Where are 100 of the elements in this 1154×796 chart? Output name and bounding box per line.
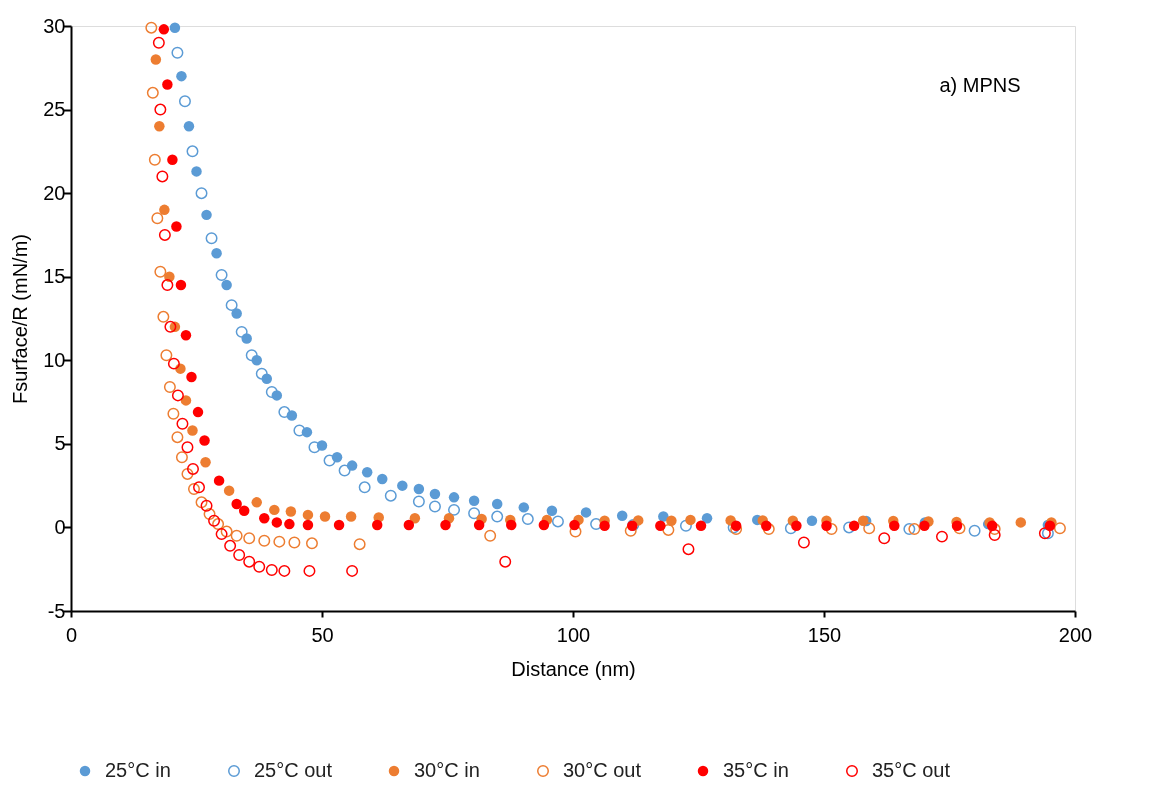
point (171, 46, 184, 59)
point (265, 386, 278, 399)
point (171, 221, 182, 232)
point (152, 36, 165, 49)
point (682, 543, 695, 556)
point (213, 475, 225, 486)
point (499, 555, 512, 568)
y-tick-label: 20 (43, 181, 66, 204)
point (518, 502, 530, 513)
point (303, 564, 316, 577)
y-tick-label: 10 (43, 348, 66, 371)
point (231, 498, 242, 510)
point (238, 505, 250, 516)
point (183, 121, 195, 132)
point (1015, 517, 1027, 528)
point (154, 121, 165, 132)
point (323, 454, 336, 467)
point (791, 520, 802, 531)
point (273, 535, 286, 548)
point (968, 524, 981, 537)
point (154, 265, 167, 278)
point (158, 228, 171, 241)
point (491, 498, 503, 510)
point (205, 232, 218, 245)
point (345, 511, 357, 522)
point (616, 510, 628, 521)
point (333, 519, 345, 531)
point (403, 519, 415, 531)
point (409, 513, 421, 524)
y-axis-title: Fsurface/R (mN/m) (9, 234, 32, 404)
y-tick-label: 5 (54, 432, 66, 455)
point (211, 248, 222, 259)
point (685, 514, 696, 526)
point (161, 279, 174, 292)
y-tick-label: 15 (43, 265, 66, 288)
point (259, 513, 270, 524)
point (285, 506, 297, 517)
point (448, 492, 460, 503)
point (169, 22, 181, 33)
point (193, 481, 205, 494)
point (353, 538, 366, 551)
point (148, 153, 161, 166)
point (175, 279, 187, 291)
point (200, 457, 211, 468)
legend-label: 25°C in (105, 759, 171, 781)
point (186, 145, 199, 158)
point (176, 417, 189, 430)
point (384, 489, 397, 502)
point (935, 530, 948, 543)
point (412, 495, 425, 508)
point (546, 505, 558, 516)
point (167, 154, 178, 165)
point (181, 441, 194, 454)
point (212, 518, 225, 531)
point (167, 357, 180, 370)
point (491, 510, 504, 523)
x-tick-label: 50 (311, 623, 334, 646)
point (319, 511, 331, 522)
point (1053, 522, 1066, 535)
y-tick-label: 30 (43, 14, 66, 37)
point (195, 496, 208, 509)
point (158, 24, 170, 35)
x-axis-title: Distance (nm) (511, 657, 636, 680)
point (448, 503, 461, 516)
y-tick-label: 25 (43, 98, 66, 121)
point (150, 54, 162, 65)
point (821, 520, 832, 531)
point (284, 518, 295, 530)
y-tick-label: 0 (54, 515, 66, 538)
point (428, 500, 441, 513)
point (258, 534, 271, 547)
point (187, 425, 198, 436)
point (308, 441, 321, 454)
point (521, 513, 534, 526)
point (180, 329, 192, 341)
point (271, 517, 283, 528)
point (233, 549, 246, 561)
point (160, 349, 173, 362)
point (397, 480, 408, 491)
point (988, 523, 1001, 536)
point (599, 520, 610, 531)
point (797, 536, 810, 549)
point (220, 525, 233, 538)
point (253, 560, 266, 573)
point (305, 537, 318, 550)
point (903, 523, 916, 536)
x-tick-label: 100 (556, 623, 591, 646)
point (235, 325, 248, 338)
point (762, 523, 775, 536)
point (199, 435, 210, 446)
point (224, 539, 237, 552)
point (346, 564, 359, 577)
point (278, 406, 291, 419)
point (171, 389, 184, 402)
point (176, 70, 187, 82)
point (825, 523, 838, 536)
point (468, 507, 481, 520)
point (951, 520, 963, 531)
point (251, 497, 262, 508)
point (245, 349, 258, 362)
